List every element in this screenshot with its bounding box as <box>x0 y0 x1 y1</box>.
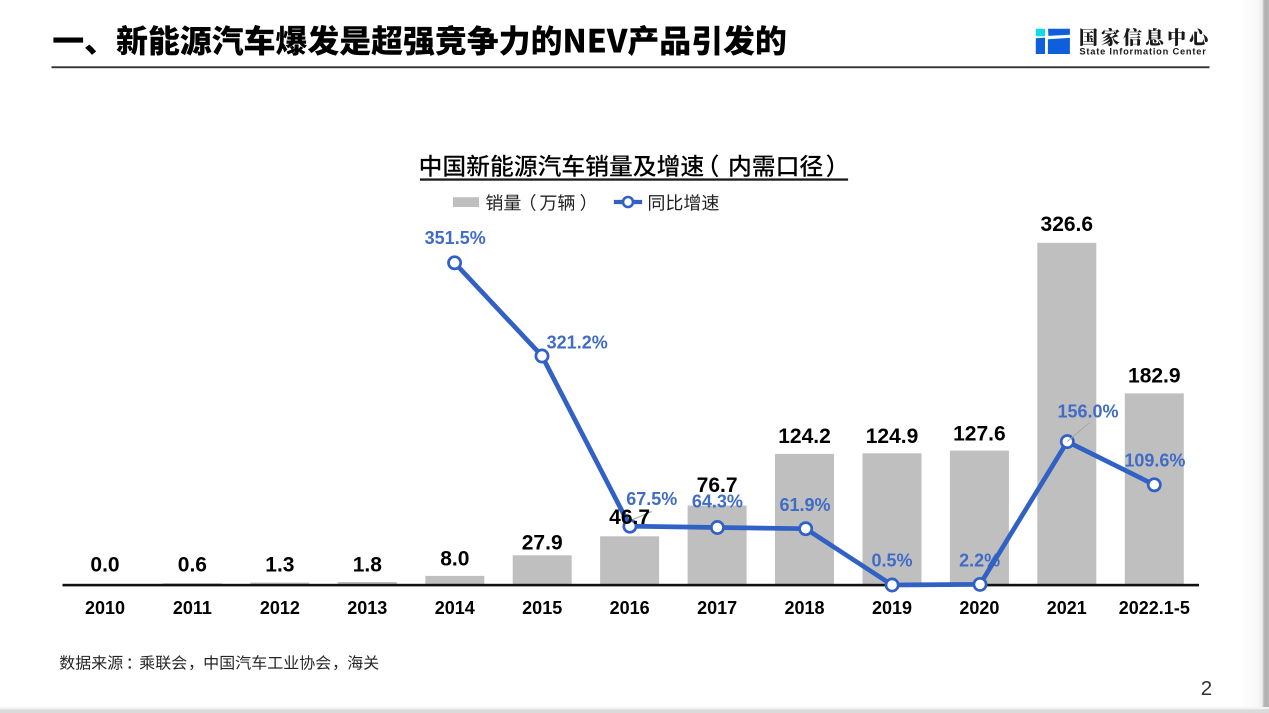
svg-text:127.6: 127.6 <box>953 422 1006 445</box>
svg-text:1.8: 1.8 <box>353 553 383 576</box>
svg-text:182.9: 182.9 <box>1128 364 1181 387</box>
svg-text:2021: 2021 <box>1047 598 1087 618</box>
svg-text:109.6%: 109.6% <box>1124 450 1185 470</box>
svg-text:124.2: 124.2 <box>778 425 831 448</box>
svg-text:State Information Center: State Information Center <box>1079 47 1206 57</box>
svg-text:2010: 2010 <box>85 598 125 618</box>
svg-text:0.5%: 0.5% <box>871 551 912 571</box>
svg-text:2020: 2020 <box>959 598 999 618</box>
svg-text:2018: 2018 <box>784 598 824 618</box>
svg-text:27.9: 27.9 <box>522 531 563 554</box>
svg-text:61.9%: 61.9% <box>779 495 830 515</box>
svg-text:2015: 2015 <box>522 598 562 618</box>
svg-text:2011: 2011 <box>173 598 212 618</box>
svg-text:67.5%: 67.5% <box>626 489 677 509</box>
svg-text:351.5%: 351.5% <box>425 228 486 248</box>
svg-text:1.3: 1.3 <box>265 553 294 576</box>
svg-text:0.0: 0.0 <box>90 553 119 576</box>
svg-text:326.6: 326.6 <box>1041 213 1094 236</box>
svg-text:2022.1-5: 2022.1-5 <box>1119 598 1190 618</box>
svg-text:2017: 2017 <box>697 598 737 618</box>
svg-text:0.6: 0.6 <box>178 553 207 576</box>
svg-text:8.0: 8.0 <box>440 547 469 570</box>
svg-text:321.2%: 321.2% <box>547 332 608 352</box>
svg-text:2: 2 <box>1201 677 1212 700</box>
svg-text:2013: 2013 <box>347 598 387 618</box>
svg-text:2012: 2012 <box>260 598 300 618</box>
svg-text:2019: 2019 <box>872 598 912 618</box>
svg-text:46.7: 46.7 <box>609 506 650 529</box>
svg-text:156.0%: 156.0% <box>1057 402 1118 422</box>
svg-text:124.9: 124.9 <box>866 425 919 448</box>
svg-text:64.3%: 64.3% <box>692 492 743 512</box>
svg-text:2014: 2014 <box>435 598 475 618</box>
svg-text:76.7: 76.7 <box>697 474 738 497</box>
svg-text:2016: 2016 <box>610 598 650 618</box>
